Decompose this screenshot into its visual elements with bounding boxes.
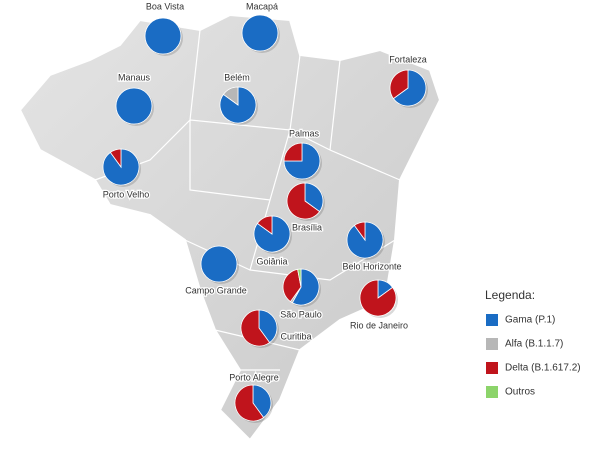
pies: Boa Vista Macapá Manaus Belém Fortaleza Porto… <box>101 0 428 423</box>
pie-slice <box>222 86 239 106</box>
pie-slice <box>109 148 122 169</box>
legend-label: Gama (P.1) <box>505 315 555 326</box>
city-label: Fortaleza <box>389 54 427 64</box>
pie-slice <box>256 215 273 235</box>
city-label: Brasília <box>292 222 322 232</box>
city-label: Goiânia <box>256 256 287 266</box>
pie-slice <box>304 182 324 213</box>
pie-slice <box>392 69 427 107</box>
city-label: São Paulo <box>280 309 322 319</box>
pie-slice <box>234 384 265 422</box>
legend-swatch <box>486 338 498 350</box>
legend-swatch <box>486 314 498 326</box>
legend: Gama (P.1) Alfa (B.1.1.7) Delta (B.1.617.2… <box>486 314 581 398</box>
city-label: Campo Grande <box>185 285 247 295</box>
pie-slice <box>286 182 321 220</box>
pie-slice <box>200 245 238 283</box>
pie-slice <box>258 309 278 344</box>
legend-label: Outros <box>505 387 535 398</box>
city-label: Curitiba <box>280 331 311 341</box>
city-label: Porto Velho <box>103 189 150 199</box>
city-label: Macapá <box>246 1 278 11</box>
city-label: Boa Vista <box>146 1 184 11</box>
legend-title: Legenda: <box>485 288 535 302</box>
pie-slice <box>297 268 302 288</box>
legend-label: Delta (B.1.617.2) <box>505 363 581 374</box>
pie-slice <box>359 279 397 317</box>
pie-slice <box>241 14 279 52</box>
pie-slice <box>389 69 409 100</box>
pie-slice <box>291 268 320 306</box>
pie-slice <box>252 384 272 419</box>
pie-slice <box>115 87 153 125</box>
pie-slice <box>353 221 366 242</box>
city-label: Manaus <box>118 72 151 82</box>
city-label: Belém <box>224 72 250 82</box>
pie-slice <box>144 17 182 55</box>
legend-swatch <box>486 362 498 374</box>
legend-label: Alfa (B.1.1.7) <box>505 339 563 350</box>
legend-swatch <box>486 386 498 398</box>
pie-slice <box>283 142 303 162</box>
city-label: Palmas <box>289 128 320 138</box>
pie-slice <box>240 309 271 347</box>
city-label: Porto Alegre <box>229 372 279 382</box>
pie-slice <box>282 268 302 303</box>
city-label: Rio de Janeiro <box>350 320 408 330</box>
city-label: Belo Horizonte <box>342 261 401 271</box>
